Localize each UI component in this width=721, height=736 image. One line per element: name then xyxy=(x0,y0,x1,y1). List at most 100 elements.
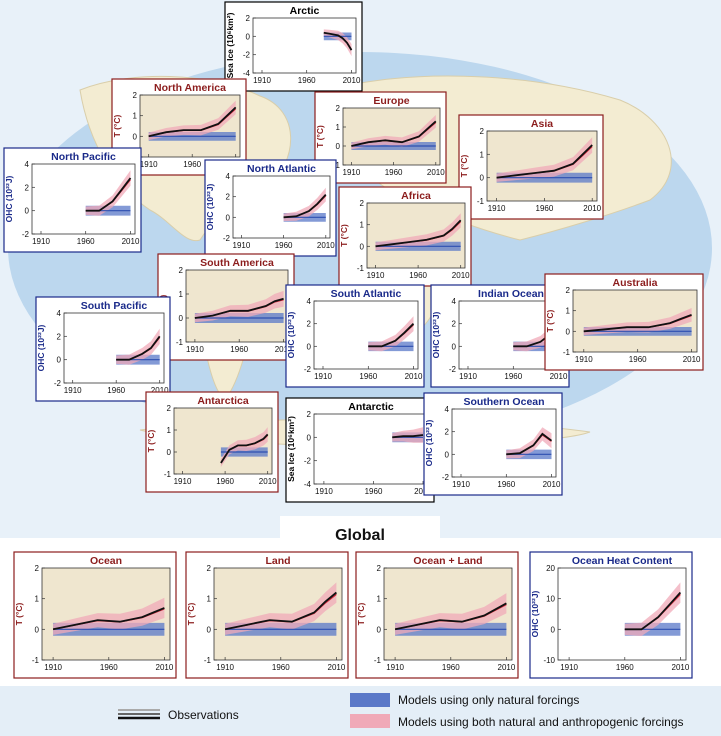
y-tick-label: -2 xyxy=(54,379,62,388)
y-tick-label: 1 xyxy=(336,123,341,132)
x-tick-label: 1960 xyxy=(216,477,234,486)
x-tick-label: 1910 xyxy=(233,241,251,250)
plot-area xyxy=(252,17,357,74)
x-tick-label: 1910 xyxy=(314,372,332,381)
chart-title: Ocean Heat Content xyxy=(572,555,673,567)
y-tick-label: -1 xyxy=(357,264,365,273)
x-tick-label: 2010 xyxy=(156,663,174,672)
y-tick-label: 2 xyxy=(566,286,571,295)
y-axis-label: T (°C) xyxy=(315,125,325,148)
y-tick-label: 4 xyxy=(226,172,231,181)
observations-line xyxy=(375,219,462,248)
anthropogenic-forcing-band xyxy=(220,427,268,467)
y-tick-label: 0 xyxy=(307,433,312,442)
x-tick-label: 1960 xyxy=(442,663,460,672)
y-tick-label: 0 xyxy=(360,242,365,251)
x-tick-label: 1910 xyxy=(216,663,234,672)
anthropogenic-forcing-band xyxy=(368,316,414,352)
y-tick-label: 0 xyxy=(336,142,341,151)
y-tick-label: 2 xyxy=(207,564,212,573)
legend-obs-label: Observations xyxy=(168,708,239,722)
y-tick-label: 0 xyxy=(25,207,30,216)
y-tick-label: 1 xyxy=(377,595,382,604)
y-tick-label: -2 xyxy=(442,473,450,482)
y-axis-label: Sea Ice (10⁶km²) xyxy=(286,416,296,482)
x-tick-label: 2010 xyxy=(259,477,277,486)
x-tick-label: 1960 xyxy=(272,663,290,672)
legend-both-swatch xyxy=(350,714,390,728)
plot-area xyxy=(31,163,136,235)
y-tick-label: 0 xyxy=(167,448,172,457)
y-axis-label: T (°C) xyxy=(545,309,555,332)
y-tick-label: 0 xyxy=(226,213,231,222)
y-tick-label: 0 xyxy=(480,174,485,183)
observations-line xyxy=(116,335,161,361)
y-tick-label: 2 xyxy=(377,564,382,573)
y-tick-label: -4 xyxy=(304,480,312,489)
x-tick-label: 1910 xyxy=(452,480,470,489)
chart-title: South Pacific xyxy=(81,300,148,312)
y-tick-label: 10 xyxy=(546,595,555,604)
anthropogenic-forcing-band xyxy=(53,597,165,635)
y-axis-label: OHC (10²²J) xyxy=(205,183,215,230)
x-tick-label: 2010 xyxy=(328,663,346,672)
y-tick-label: -10 xyxy=(543,656,555,665)
y-axis-label: OHC (10²²J) xyxy=(424,419,434,466)
chart-title: Australia xyxy=(613,277,658,289)
y-tick-label: 1 xyxy=(480,150,485,159)
observations-line xyxy=(323,31,353,51)
x-tick-label: 2010 xyxy=(343,76,361,85)
x-tick-label: 1960 xyxy=(497,480,515,489)
anthropogenic-forcing-band xyxy=(375,213,461,251)
y-axis-label: OHC (10²²J) xyxy=(4,175,14,222)
x-tick-label: 1910 xyxy=(459,372,477,381)
panel-global-ocean: Ocean T (°C) 2 1 0 -1 1910 1960 2010 xyxy=(13,551,177,679)
observations-line xyxy=(368,323,415,348)
chart-title: Africa xyxy=(401,190,431,202)
y-tick-label: 2 xyxy=(179,266,184,275)
chart-title: North Pacific xyxy=(51,151,116,163)
x-tick-label: 1960 xyxy=(183,160,201,169)
x-tick-label: 1960 xyxy=(100,663,118,672)
y-tick-label: 2 xyxy=(25,183,30,192)
y-tick-label: 1 xyxy=(360,221,365,230)
anthropogenic-forcing-band xyxy=(283,187,326,222)
y-tick-label: 2 xyxy=(336,104,341,113)
y-tick-label: -1 xyxy=(204,656,212,665)
x-tick-label: 1960 xyxy=(504,372,522,381)
y-axis-label: OHC (10²²J) xyxy=(431,311,441,358)
x-tick-label: 2010 xyxy=(672,663,690,672)
anthropogenic-forcing-band xyxy=(513,318,559,352)
chart-title: North Atlantic xyxy=(247,163,316,175)
y-axis-label: OHC (10²²J) xyxy=(286,311,296,358)
chart-title: Ocean xyxy=(90,555,122,567)
y-tick-label: 1 xyxy=(566,307,571,316)
y-tick-label: 2 xyxy=(452,320,457,329)
x-tick-label: 1960 xyxy=(275,241,293,250)
x-tick-label: 1910 xyxy=(575,355,593,364)
y-tick-label: 0 xyxy=(566,327,571,336)
y-tick-label: 2 xyxy=(35,564,40,573)
y-tick-label: 0 xyxy=(452,342,457,351)
observations-line xyxy=(85,177,132,212)
y-tick-label: 1 xyxy=(179,290,184,299)
x-tick-label: 1910 xyxy=(315,487,333,496)
y-tick-label: -1 xyxy=(333,161,341,170)
chart-title: South America xyxy=(200,257,274,269)
x-tick-label: 1910 xyxy=(343,168,361,177)
chart-title: Europe xyxy=(373,95,409,107)
y-axis-label: OHC (10²²J) xyxy=(530,590,540,637)
anthropogenic-forcing-band xyxy=(624,582,681,636)
chart-title: Antarctic xyxy=(348,401,394,413)
y-tick-label: -2 xyxy=(243,51,251,60)
y-tick-label: 2 xyxy=(133,91,138,100)
y-tick-label: 0 xyxy=(377,625,382,634)
